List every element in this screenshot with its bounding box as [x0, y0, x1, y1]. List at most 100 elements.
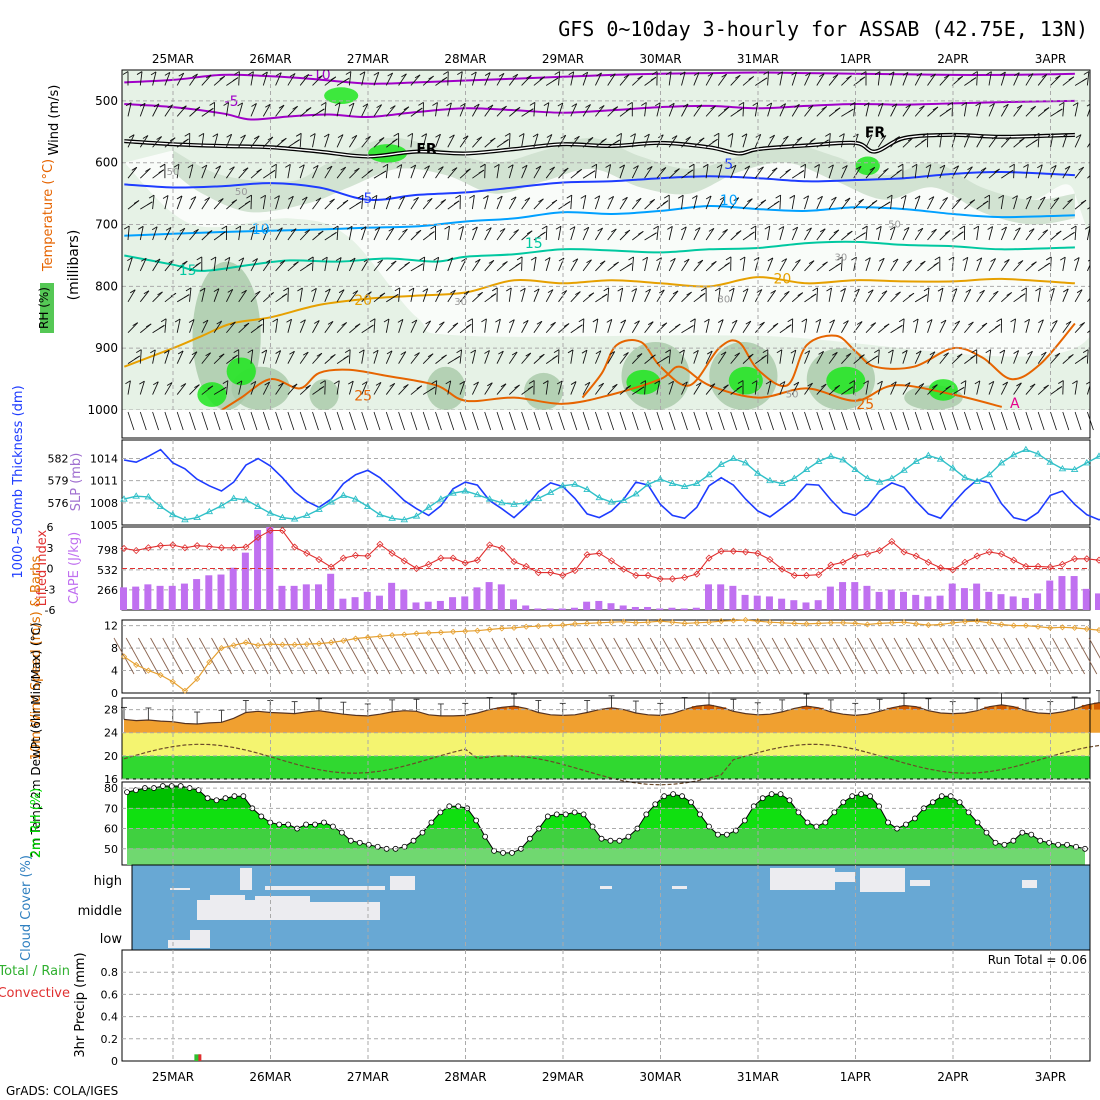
wind-barb	[742, 102, 745, 117]
rh-marker	[303, 821, 309, 828]
wind-barb	[914, 164, 918, 179]
wind-barb-flag	[196, 256, 203, 261]
pressure-tick-label: 700	[95, 218, 118, 232]
li-marker	[729, 547, 737, 555]
wind-barb	[840, 165, 848, 179]
wind-barb-flag	[256, 168, 262, 173]
rh-marker	[688, 799, 694, 806]
wind-barb	[877, 103, 884, 117]
surface-barb	[570, 411, 578, 431]
wind-barb-flag	[978, 134, 984, 139]
li-marker	[364, 552, 372, 560]
thickness-marker	[144, 493, 153, 500]
cloud-white-patch	[672, 886, 687, 889]
wind-barb-flag	[677, 194, 684, 199]
wind-barb	[865, 167, 876, 179]
wind-barb-flag	[572, 258, 579, 263]
wind-barb	[361, 381, 368, 395]
wind-barb-flag	[1081, 355, 1087, 360]
wind-barb	[398, 384, 409, 395]
wind-barb-flag	[329, 198, 335, 203]
wind-barb-flag	[281, 137, 287, 142]
wind-barb-flag	[123, 225, 130, 230]
wind-barb	[1013, 227, 1021, 241]
wind-barb-flag	[177, 350, 184, 355]
wind-barb-flag	[591, 163, 597, 168]
thickness-marker	[412, 512, 421, 519]
rh-marker	[347, 837, 354, 844]
wind-barb-flag	[134, 355, 140, 360]
wind-barb-flag	[194, 384, 200, 389]
li-marker	[437, 554, 445, 562]
wind-barb-flag	[699, 293, 706, 297]
wind-barb-flag	[936, 133, 942, 137]
wind-barb-flag	[866, 134, 873, 139]
wind-barb	[336, 322, 347, 334]
wind-barb	[779, 258, 788, 272]
wind-barb-flag	[343, 355, 349, 360]
wind-barb-flag	[351, 135, 358, 139]
wind-barb-flag	[451, 167, 458, 172]
wind-barb-flag	[522, 319, 529, 324]
rh-marker	[652, 801, 659, 808]
rh-marker	[840, 799, 847, 806]
wind-barb	[594, 195, 601, 210]
wind-barb	[349, 167, 360, 179]
wind-barb	[201, 352, 211, 364]
thickness-marker	[351, 495, 360, 502]
wind-barb	[1087, 142, 1090, 148]
wind-barb	[607, 106, 619, 117]
wind-barb-flag	[875, 225, 882, 230]
ylabel-millibars: (millibars)	[66, 230, 82, 301]
wind-barb-flag	[137, 225, 144, 230]
wind-barb	[631, 353, 643, 364]
wind-barb-flag	[375, 382, 382, 386]
wind-barb-flag	[1037, 164, 1043, 169]
wind-barb	[385, 318, 390, 333]
wind-barb	[361, 349, 365, 364]
surface-barb	[693, 411, 701, 431]
contour-label: 10	[720, 193, 738, 209]
surface-barb	[521, 411, 528, 431]
wind-barb	[471, 381, 479, 395]
wind-barb-flag	[711, 260, 717, 265]
wind-barb	[262, 71, 268, 86]
wind-barb	[139, 290, 150, 303]
wind-barb	[139, 103, 146, 117]
li-marker	[936, 564, 945, 572]
cape-bar	[936, 595, 944, 610]
wind-barb	[914, 228, 924, 241]
li-marker	[242, 543, 250, 551]
cape-bar	[180, 583, 188, 610]
wind-speed-marker	[644, 619, 652, 626]
wind-barb	[472, 259, 481, 272]
wind-barb	[422, 165, 430, 179]
surface-barb	[127, 411, 135, 431]
thickness-marker	[924, 451, 933, 458]
cape-bar	[144, 584, 152, 610]
rh-marker	[338, 829, 345, 836]
wind-barb-flag	[439, 321, 445, 326]
wind-barb	[804, 164, 806, 179]
wind-barb-flag	[662, 200, 669, 205]
cape-bar	[656, 608, 664, 610]
wind-barb	[1000, 195, 1004, 210]
wind-barb-flag	[358, 349, 365, 354]
wind-barb-flag	[959, 225, 965, 230]
wind-barb-flag	[159, 163, 166, 168]
contour-label: 15	[525, 236, 543, 252]
wind-barb	[791, 136, 803, 148]
wind-barb-flag	[845, 353, 852, 357]
wind-barb	[201, 319, 209, 333]
wind-barb-flag	[289, 350, 295, 355]
wind-barb-flag	[613, 261, 619, 266]
wind-barb-10m	[808, 637, 830, 675]
wind-barb-flag	[461, 258, 467, 262]
precip-frame	[121, 949, 1091, 1062]
wind-barb-flag	[783, 135, 789, 140]
wind-barb	[398, 287, 401, 302]
wind-barb-flag	[289, 73, 296, 77]
ylabel-wind: Wind (m/s)	[47, 85, 62, 156]
precip-tick-label: 0	[111, 1055, 118, 1068]
